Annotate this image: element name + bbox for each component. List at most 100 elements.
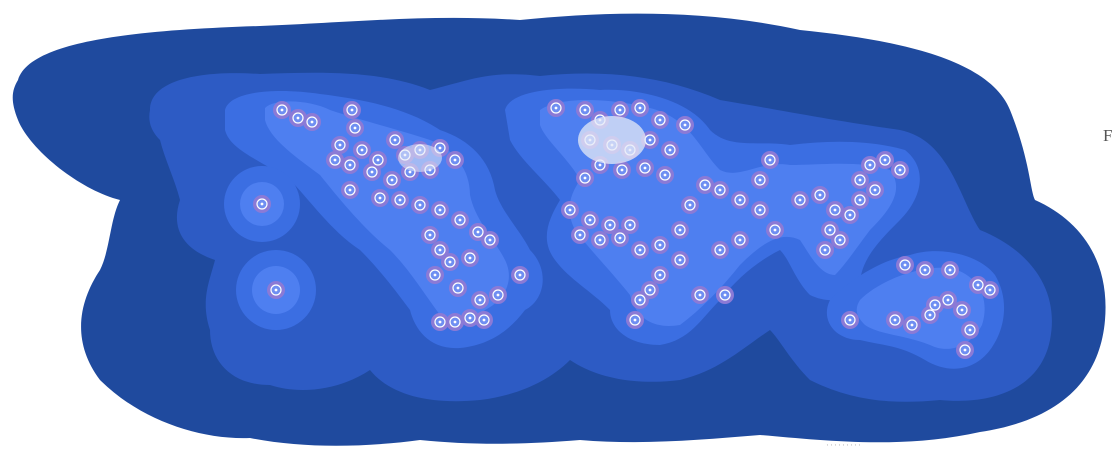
node-center-dot: [488, 238, 492, 242]
node-center-dot: [348, 188, 352, 192]
node-center-dot: [376, 158, 380, 162]
node-center-dot: [408, 170, 412, 174]
node-center-dot: [723, 293, 727, 297]
node-center-dot: [773, 228, 777, 232]
node-center-dot: [496, 293, 500, 297]
node-center-dot: [482, 318, 486, 322]
node-center-dot: [598, 163, 602, 167]
node-center-dot: [568, 208, 572, 212]
node-center-dot: [678, 228, 682, 232]
dense-core-highlight: [398, 116, 646, 172]
node-center-dot: [960, 308, 964, 312]
node-center-dot: [618, 108, 622, 112]
node-center-dot: [638, 248, 642, 252]
node-center-dot: [858, 178, 862, 182]
node-center-dot: [578, 233, 582, 237]
node-center-dot: [348, 163, 352, 167]
node-center-dot: [274, 288, 278, 292]
node-center-dot: [648, 138, 652, 142]
node-center-dot: [360, 148, 364, 152]
node-center-dot: [976, 283, 980, 287]
node-center-dot: [658, 243, 662, 247]
node-center-dot: [438, 320, 442, 324]
node-center-dot: [893, 318, 897, 322]
node-center-dot: [438, 208, 442, 212]
node-center-dot: [838, 238, 842, 242]
node-center-dot: [456, 286, 460, 290]
node-center-dot: [703, 183, 707, 187]
node-center-dot: [683, 123, 687, 127]
node-center-dot: [678, 258, 682, 262]
node-center-dot: [583, 176, 587, 180]
node-center-dot: [418, 203, 422, 207]
node-center-dot: [448, 260, 452, 264]
node-center-dot: [963, 348, 967, 352]
node-center-dot: [968, 328, 972, 332]
node-center-dot: [933, 303, 937, 307]
node-center-dot: [663, 173, 667, 177]
node-center-dot: [618, 236, 622, 240]
node-center-dot: [310, 120, 314, 124]
node-center-dot: [453, 158, 457, 162]
node-center-dot: [438, 248, 442, 252]
node-center-dot: [333, 158, 337, 162]
node-center-dot: [260, 202, 264, 206]
node-center-dot: [768, 158, 772, 162]
node-center-dot: [428, 233, 432, 237]
node-center-dot: [370, 170, 374, 174]
node-center-dot: [598, 238, 602, 242]
node-center-dot: [458, 218, 462, 222]
node-center-dot: [648, 288, 652, 292]
node-center-dot: [928, 313, 932, 317]
node-center-dot: [608, 223, 612, 227]
node-center-dot: [296, 116, 300, 120]
node-center-dot: [583, 108, 587, 112]
node-center-dot: [858, 198, 862, 202]
node-center-dot: [718, 188, 722, 192]
node-center-dot: [848, 318, 852, 322]
node-center-dot: [868, 163, 872, 167]
node-center-dot: [698, 293, 702, 297]
node-center-dot: [848, 213, 852, 217]
node-center-dot: [738, 238, 742, 242]
node-center-dot: [280, 108, 284, 112]
node-center-dot: [338, 143, 342, 147]
node-center-dot: [823, 248, 827, 252]
node-center-dot: [668, 148, 672, 152]
node-center-dot: [873, 188, 877, 192]
node-center-dot: [350, 108, 354, 112]
node-center-dot: [758, 178, 762, 182]
node-center-dot: [628, 223, 632, 227]
node-center-dot: [353, 126, 357, 130]
node-center-dot: [718, 248, 722, 252]
node-center-dot: [758, 208, 762, 212]
node-center-dot: [988, 288, 992, 292]
node-center-dot: [468, 316, 472, 320]
node-center-dot: [643, 166, 647, 170]
node-center-dot: [898, 168, 902, 172]
node-center-dot: [658, 273, 662, 277]
node-center-dot: [453, 320, 457, 324]
node-center-dot: [910, 323, 914, 327]
node-center-dot: [588, 218, 592, 222]
node-center-dot: [658, 118, 662, 122]
node-center-dot: [438, 146, 442, 150]
node-center-dot: [903, 263, 907, 267]
node-center-dot: [393, 138, 397, 142]
node-center-dot: [476, 230, 480, 234]
node-center-dot: [738, 198, 742, 202]
node-center-dot: [946, 298, 950, 302]
node-center-dot: [883, 158, 887, 162]
node-center-dot: [633, 318, 637, 322]
node-center-dot: [923, 268, 927, 272]
node-center-dot: [518, 273, 522, 277]
node-center-dot: [554, 106, 558, 110]
node-center-dot: [378, 196, 382, 200]
node-center-dot: [688, 203, 692, 207]
corner-mark: ·········: [826, 440, 862, 450]
node-center-dot: [948, 268, 952, 272]
node-center-dot: [468, 256, 472, 260]
node-center-dot: [833, 208, 837, 212]
